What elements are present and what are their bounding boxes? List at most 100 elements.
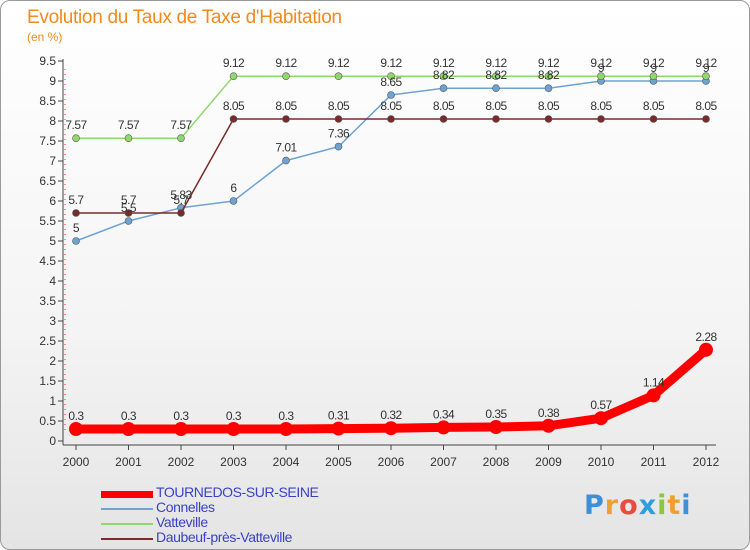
data-labels: 0.3 0.3 0.3 0.3 0.3 0.31 0.32 0.34 0.35 0.38 0.57 1… [65,56,718,423]
series-point [492,84,500,92]
series-point [226,422,241,436]
data-label: 5.7 [68,193,84,207]
series-point [334,142,343,151]
series-point [177,209,185,217]
series-point [436,420,451,435]
data-label: 5.7 [121,193,137,207]
data-label: 5.83 [170,188,192,202]
logo-letter: i [681,490,692,521]
data-label: 8.82 [485,68,507,82]
x-tick-label: 2000 [63,455,90,469]
series-point [229,72,238,80]
y-tick-label: 7.5 [39,134,56,148]
x-tick-label: 2010 [588,455,615,469]
data-label: 0.3 [226,409,242,423]
series-point [544,84,553,92]
series-point [489,420,503,434]
series-point [492,72,500,80]
data-label: 0.57 [590,398,612,412]
series-point [649,115,658,123]
data-label: 9 [650,61,657,75]
data-label: 8.82 [538,68,560,82]
x-tick-label: 2008 [483,455,510,469]
data-label: 9 [703,61,710,75]
series-point [124,209,133,217]
data-label: 8.05 [328,99,350,113]
data-label: 9.12 [275,56,297,70]
data-label: 1.14 [643,375,665,389]
series-point [334,72,343,80]
logo-letter: t [667,490,682,521]
y-tick-label: 8 [49,114,56,128]
axes: 0 0.5 1 1.5 2 2.5 3 3.5 4 4.5 5 5.5 6 6.5 7 7.5 8 8.5 9 9.5… [39,54,719,469]
legend-label: Daubeuf-près-Vatteville [156,529,293,545]
series-point [121,422,136,436]
logo-letter: r [604,490,620,521]
y-tick-label: 0.5 [39,414,56,428]
data-label: 9.12 [643,56,665,70]
data-label: 7.57 [65,118,87,132]
series-point [174,422,188,436]
x-tick-label: 2009 [535,455,562,469]
y-tick-label: 3 [49,314,56,328]
data-label: 8.05 [223,99,245,113]
data-label: 0.31 [328,409,350,423]
data-label: 2.28 [695,330,717,344]
data-label: 0.34 [433,407,455,421]
y-tick-label: 3.5 [39,294,56,308]
series-point [649,72,658,80]
data-label: 7.01 [275,141,297,155]
legend-label: TOURNEDOS-SUR-SEINE [156,484,319,500]
legend-swatch [101,523,153,525]
series-point [282,72,290,80]
data-label: 8.05 [538,99,560,113]
series-point [124,217,133,225]
data-label: 8.05 [380,99,402,113]
y-tick-label: 9.5 [39,54,56,68]
series-point [439,84,448,92]
data-label: 0.3 [278,409,294,423]
y-tick-label: 6 [49,194,56,208]
legend-swatch [101,490,153,498]
series-point [124,134,133,142]
data-label: 9 [598,61,605,75]
y-tick-label: 2 [49,354,56,368]
legend-label: Connelles [156,499,215,515]
data-label: 5.5 [121,201,137,215]
data-label: 9.12 [485,56,507,70]
series-point [334,115,343,123]
unit-label: (en %) [27,30,63,44]
data-label: 7.57 [170,118,192,132]
series-point [177,134,185,142]
x-tick-label: 2005 [325,455,352,469]
data-label: 0.3 [173,409,189,423]
data-label: 9.12 [328,56,350,70]
data-label: 7.57 [118,118,140,132]
series-point [544,115,553,123]
series-point [229,197,238,205]
series-point [439,115,448,123]
data-label: 5 [73,221,80,235]
x-tick-label: 2004 [273,455,300,469]
data-label: 9.12 [538,56,560,70]
y-tick-label: 1 [49,394,56,408]
logo-letter: i [657,490,668,521]
x-tick-label: 2006 [378,455,405,469]
y-tick-label: 4.5 [39,254,56,268]
y-tick-label: 6.5 [39,174,56,188]
y-tick-label: 4 [49,274,56,288]
series-point [282,156,290,165]
series-point [439,72,448,80]
x-tick-label: 2007 [430,455,457,469]
series-point [72,209,80,217]
series-point [331,421,346,436]
x-tick-label: 2002 [168,455,195,469]
data-label: 8.05 [485,99,507,113]
x-tick-label: 2012 [693,455,720,469]
data-label: 0.35 [485,407,507,421]
series-group [69,72,713,436]
y-tick-label: 2.5 [39,334,56,348]
series-point [384,421,398,436]
logo-letter: o [619,490,639,521]
